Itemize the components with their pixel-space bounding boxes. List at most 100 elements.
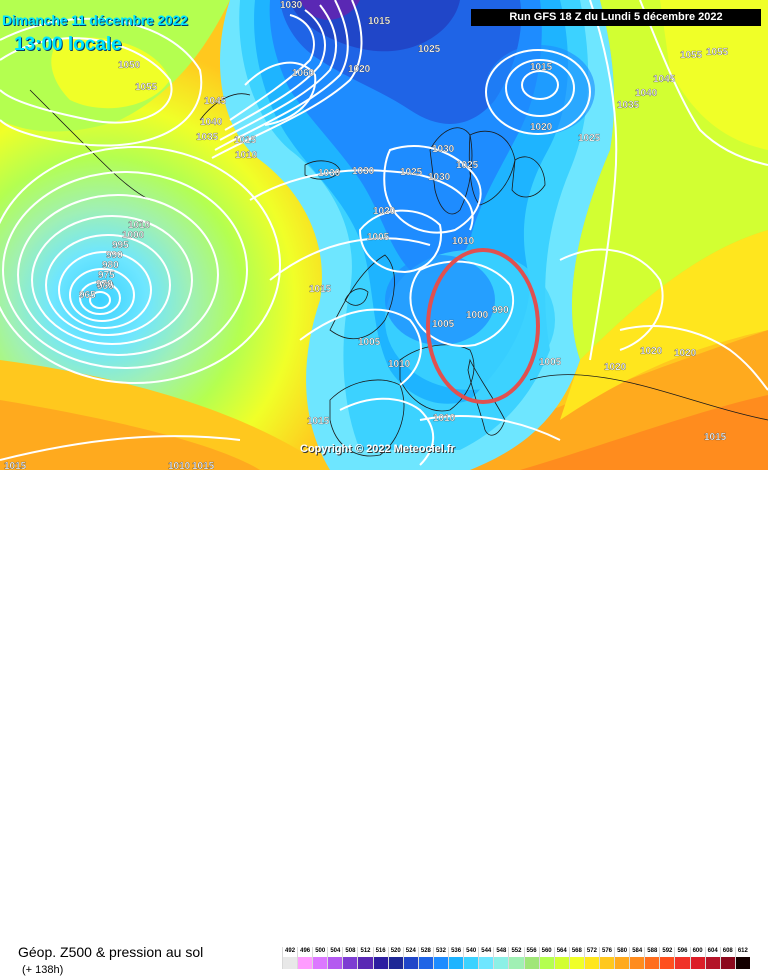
scale-value: 540 [466,948,477,954]
scale-cell: 528 [417,947,433,969]
map-canvas: 1030 1015 1020 1025 1050 1055 1045 1040 … [0,0,768,470]
copyright-text: Copyright © 2022 Meteociel.fr [300,443,455,455]
scale-cell: 580 [614,947,630,969]
pressure-label-1015-se: 1015 [704,432,727,443]
scale-value: 572 [586,948,597,954]
isobar-gr-4 [214,0,349,151]
isobar-ce-5 [269,237,431,281]
pressure-label-1035-e: 1035 [617,100,640,111]
scale-cell: 500 [312,947,328,969]
pressure-label-1010-l: 1010 [128,220,151,231]
scale-swatch [373,957,388,969]
scale-swatch [675,957,690,969]
pressure-label: 1030 [280,0,303,11]
scandinavia-zone [485,45,595,135]
scale-value: 576 [602,948,613,954]
legend-subtitle: (+ 138h) [22,964,64,976]
isobar-low-6 [31,215,193,345]
scale-cell: 556 [523,947,539,969]
scale-value: 568 [571,948,582,954]
scale-value: 580 [617,948,628,954]
scale-value: 492 [285,948,296,954]
isobar-sc-1 [521,70,559,100]
scale-cell: 608 [719,947,735,969]
isobar-e-4 [619,325,768,391]
isobar-low-1 [89,291,111,309]
coast-norway [429,127,473,215]
isobar-low-4 [58,251,152,329]
isobar-s-1 [0,435,241,461]
scale-cell: 532 [432,947,449,969]
pressure-label: 1055 [680,50,703,61]
isobar-low-5 [45,234,171,336]
isobar-low-7 [17,194,219,356]
isobar-gr-5 [211,0,363,159]
pressure-label-1030-atl: 1030 [352,166,375,177]
isobar-low-9 [0,146,281,384]
scale-cell: 588 [644,947,660,969]
pressure-label: 960 [97,281,114,292]
scale-swatch [539,957,554,969]
scale-value: 548 [496,948,507,954]
scale-value: 512 [360,948,371,954]
coast-canada [29,89,151,201]
coast-italy [467,358,506,436]
pressure-label-1020-se: 1020 [604,362,627,373]
pressure-label: 1020 [348,64,371,75]
legend-footer: Géop. Z500 & pression au sol (+ 138h) 49… [0,470,768,976]
coast-iberia [329,379,405,457]
scale-value: 564 [556,948,567,954]
pressure-label: 1040 [200,117,223,128]
pressure-label-1005-e: 1005 [539,357,562,368]
pressure-label-1015-sw: 1015 [4,461,27,470]
scale-value: 588 [647,948,658,954]
pressure-label-1030-no: 1030 [432,144,455,155]
forecast-time: 13:00 locale [14,34,122,55]
color-scale: 492 496 500 504 508 512 516 520 524 528 532 536 540 5… [282,947,750,969]
scale-swatch [388,957,403,969]
scale-swatch [705,957,720,969]
isobar-sc-2 [505,59,575,117]
pressure-label: 1045 [204,96,227,107]
scale-cell: 492 [282,947,298,969]
scale-swatch [358,957,373,969]
scale-swatch [720,957,735,969]
scale-value: 496 [300,948,311,954]
pressure-label-990-l: 990 [106,250,123,261]
scale-swatch [645,957,660,969]
pressure-label: 965 [79,290,96,301]
scale-value: 600 [692,948,703,954]
isobar-ce-1 [383,145,482,234]
scale-swatch [660,957,675,969]
scale-swatch [630,957,645,969]
scale-swatch [524,957,539,969]
isobar-s-2 [419,415,561,441]
pressure-label-1025-no: 1025 [456,160,479,171]
isobar-low-3 [69,268,135,322]
scale-cell: 520 [387,947,403,969]
scale-cell: 512 [357,947,373,969]
scale-swatch [479,957,494,969]
scale-value: 592 [662,948,673,954]
coast-france [399,344,475,412]
isobar-ce-4 [249,169,474,231]
scale-value: 604 [707,948,718,954]
pressure-label-1020-se2: 1020 [640,346,663,357]
pressure-label-group: 1030 1015 1020 1025 1050 1055 1045 1040 … [79,0,703,321]
coast-iceland [304,160,341,180]
scale-cell: 564 [553,947,569,969]
pressure-label-1030-n: 1030 [428,172,451,183]
warm-band-sw-2 [0,400,260,470]
pressure-label: 1015 [368,16,391,27]
scale-cell: 496 [297,947,313,969]
scale-cell: 568 [568,947,584,969]
pressure-label: 1055 [135,82,158,93]
pressure-label-975-l: 975 [98,270,115,281]
scale-swatch [584,957,599,969]
scale-cell: 552 [508,947,524,969]
scale-swatch [433,957,449,969]
scale-swatch [554,957,569,969]
scale-value: 612 [737,948,748,954]
yellow-band-e [560,230,768,420]
isobar-e-2 [639,0,768,166]
